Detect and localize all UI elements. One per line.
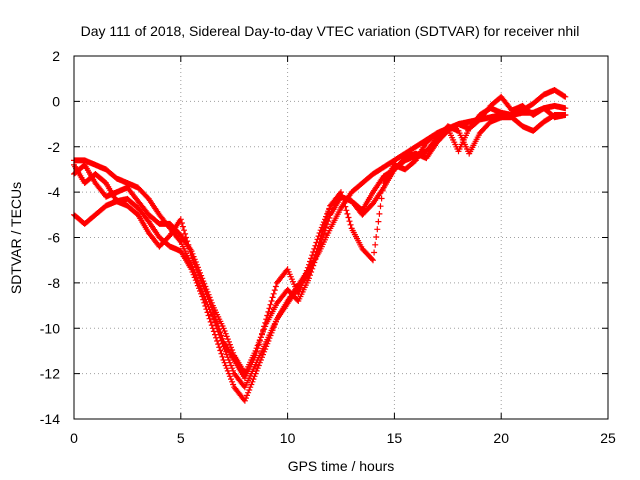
y-tick-label: 2 bbox=[52, 48, 60, 64]
y-tick-label: -8 bbox=[48, 275, 61, 291]
x-tick-label: 15 bbox=[387, 430, 403, 446]
y-tick-label: -6 bbox=[48, 230, 61, 246]
tick-layer: 0 5 10 15 20 25 -14 -12 -10 -8 -6 -4 -2 0 2 bbox=[40, 48, 616, 446]
y-tick-label: 0 bbox=[52, 93, 60, 109]
x-tick-label: 5 bbox=[177, 430, 185, 446]
data-layer bbox=[71, 87, 569, 404]
x-tick-label: 0 bbox=[70, 430, 78, 446]
y-axis-title: SDTVAR / TECUs bbox=[8, 182, 24, 294]
y-tick-label: -14 bbox=[40, 411, 60, 427]
chart-title: Day 111 of 2018, Sidereal Day-to-day VTE… bbox=[81, 23, 580, 39]
y-tick-label: -12 bbox=[40, 366, 60, 382]
series-markers bbox=[71, 93, 569, 382]
series-markers bbox=[71, 87, 569, 404]
x-axis-title: GPS time / hours bbox=[288, 458, 395, 474]
x-tick-label: 10 bbox=[280, 430, 296, 446]
x-tick-label: 20 bbox=[493, 430, 509, 446]
y-tick-label: -4 bbox=[48, 184, 61, 200]
series-track-4 bbox=[71, 93, 569, 382]
y-tick-label: -10 bbox=[40, 320, 60, 336]
x-tick-label: 25 bbox=[600, 430, 616, 446]
series-track-3 bbox=[71, 87, 569, 404]
y-tick-label: -2 bbox=[48, 139, 61, 155]
